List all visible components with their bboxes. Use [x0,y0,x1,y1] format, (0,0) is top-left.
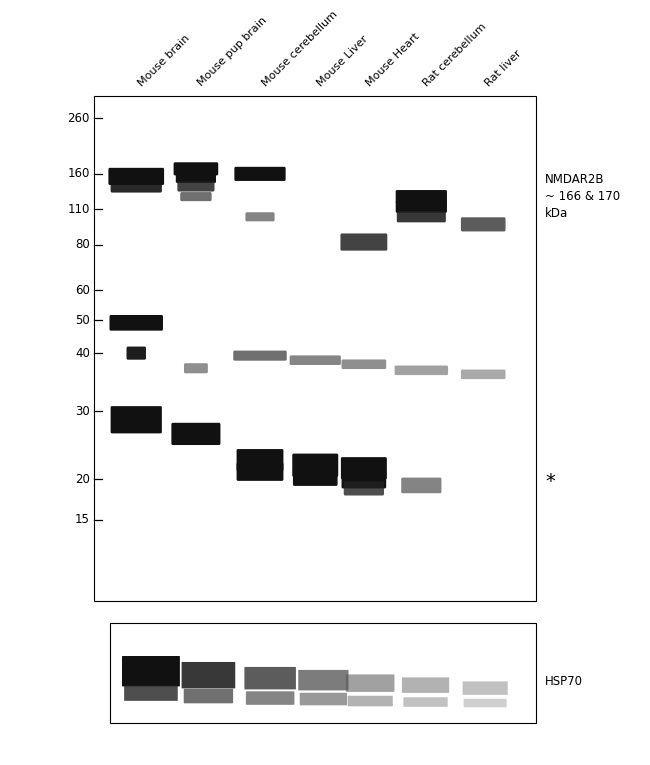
Text: 60: 60 [75,284,90,297]
Text: Mouse Liver: Mouse Liver [315,34,370,88]
FancyBboxPatch shape [346,675,395,692]
FancyBboxPatch shape [237,463,283,481]
FancyBboxPatch shape [463,698,506,708]
FancyBboxPatch shape [341,457,387,480]
FancyBboxPatch shape [127,347,146,360]
FancyBboxPatch shape [292,454,338,477]
FancyBboxPatch shape [176,172,216,183]
FancyBboxPatch shape [111,406,162,434]
FancyBboxPatch shape [124,685,177,701]
Text: *: * [545,472,555,491]
FancyBboxPatch shape [177,181,214,191]
Text: Mouse pup brain: Mouse pup brain [196,15,268,88]
FancyBboxPatch shape [111,181,162,193]
FancyBboxPatch shape [235,167,285,181]
FancyBboxPatch shape [181,662,235,688]
FancyBboxPatch shape [396,200,447,213]
Text: 40: 40 [75,347,90,360]
FancyBboxPatch shape [246,692,294,705]
FancyBboxPatch shape [298,670,348,690]
FancyBboxPatch shape [396,211,446,223]
Text: 110: 110 [68,203,90,216]
FancyBboxPatch shape [463,682,508,695]
FancyBboxPatch shape [184,363,208,373]
FancyBboxPatch shape [341,470,386,488]
Text: Rat liver: Rat liver [483,48,523,88]
Text: 15: 15 [75,513,90,526]
FancyBboxPatch shape [461,369,506,379]
FancyBboxPatch shape [461,217,506,232]
FancyBboxPatch shape [184,688,233,703]
FancyBboxPatch shape [237,449,283,471]
FancyBboxPatch shape [174,162,218,175]
FancyBboxPatch shape [246,212,274,221]
FancyBboxPatch shape [109,168,164,185]
FancyBboxPatch shape [180,192,212,201]
Text: NMDAR2B
~ 166 & 170
kDa: NMDAR2B ~ 166 & 170 kDa [545,173,620,220]
FancyBboxPatch shape [109,315,163,330]
Text: 30: 30 [75,405,90,418]
FancyBboxPatch shape [244,667,296,689]
FancyBboxPatch shape [122,656,180,686]
FancyBboxPatch shape [300,693,347,705]
FancyBboxPatch shape [233,350,287,361]
Text: 80: 80 [75,238,90,251]
FancyBboxPatch shape [341,360,386,369]
FancyBboxPatch shape [401,477,441,493]
Text: 50: 50 [75,314,90,327]
FancyBboxPatch shape [404,697,448,707]
FancyBboxPatch shape [402,677,449,693]
Text: Mouse cerebellum: Mouse cerebellum [260,9,339,88]
FancyBboxPatch shape [344,481,384,496]
Text: Mouse Heart: Mouse Heart [364,31,421,88]
Text: 20: 20 [75,473,90,486]
FancyBboxPatch shape [290,356,341,365]
Text: Mouse brain: Mouse brain [136,33,192,88]
Text: HSP70: HSP70 [545,675,583,688]
FancyBboxPatch shape [172,423,220,445]
Text: 160: 160 [68,168,90,181]
Text: 260: 260 [68,112,90,125]
FancyBboxPatch shape [348,696,393,706]
FancyBboxPatch shape [293,467,337,486]
FancyBboxPatch shape [341,233,387,251]
FancyBboxPatch shape [396,190,447,203]
Text: Rat cerebellum: Rat cerebellum [421,21,488,88]
FancyBboxPatch shape [395,366,448,375]
